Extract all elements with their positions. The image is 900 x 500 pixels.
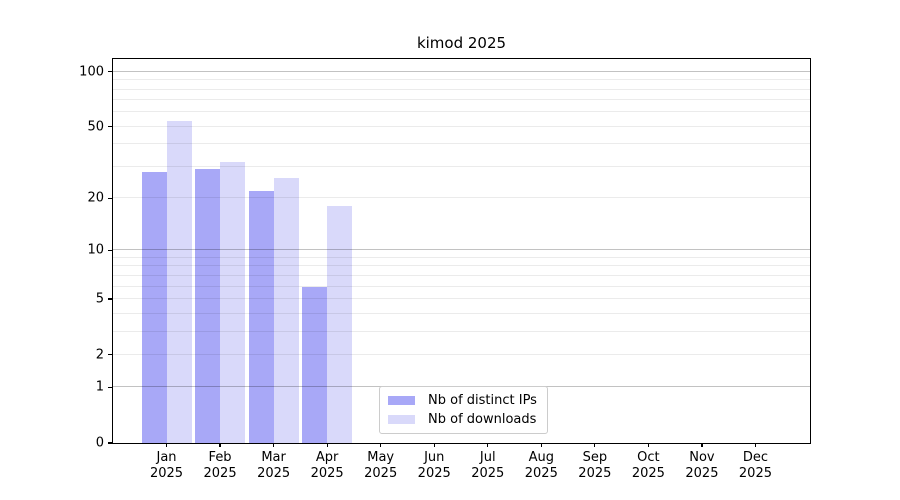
y-tick-1 <box>108 386 112 388</box>
y-tick-50 <box>108 126 112 128</box>
plot-area: 0 1 2 5 10 20 50 100 Jan 2025 Feb 2025 Mar 2025 Apr 202… <box>79 58 811 481</box>
gridline-minor-20 <box>113 197 810 199</box>
x-tick-aug <box>540 443 542 447</box>
gridline-minor-80 <box>113 88 810 90</box>
y-tick-label-20: 20 <box>87 190 104 206</box>
x-tick-jan <box>165 443 168 447</box>
gridline-minor-2 <box>113 353 810 355</box>
y-tick-label-1: 1 <box>95 379 104 395</box>
bar-downloads-feb <box>220 161 246 443</box>
x-tick-label-nov: Nov 2025 <box>685 450 719 481</box>
bar-distinct-ips-apr <box>302 286 328 443</box>
x-tick-label-sep: Sep 2025 <box>578 450 612 481</box>
gridline-minor-70 <box>113 99 810 101</box>
x-tick-feb <box>219 443 221 447</box>
x-tick-label-jun: Jun 2025 <box>417 450 451 481</box>
x-tick-dec <box>754 443 757 447</box>
gridline-minor-60 <box>113 111 810 113</box>
bar-downloads-apr <box>327 206 353 443</box>
legend: Nb of distinct IPs Nb of downloads <box>379 386 548 434</box>
y-tick-10 <box>108 249 112 251</box>
gridline-minor-8 <box>113 265 810 267</box>
x-tick-label-apr: Apr 2025 <box>310 450 344 481</box>
x-tick-jun <box>433 443 435 447</box>
bars-layer <box>113 59 810 443</box>
bar-downloads-mar <box>273 177 299 443</box>
y-tick-label-0: 0 <box>95 435 104 451</box>
gridline-minor-30 <box>113 165 810 167</box>
legend-label-downloads: Nb of downloads <box>428 412 537 427</box>
y-tick-label-50: 50 <box>87 119 104 135</box>
gridline-minor-50 <box>113 125 810 127</box>
gridline-minor-4 <box>113 312 810 314</box>
x-tick-label-dec: Dec 2025 <box>738 450 772 481</box>
y-tick-label-2: 2 <box>95 347 104 363</box>
legend-row-downloads: Nb of downloads <box>388 412 537 427</box>
legend-swatch-downloads <box>388 415 415 424</box>
y-tick-label-5: 5 <box>95 291 104 307</box>
x-tick-apr <box>326 443 328 447</box>
legend-swatch-distinct-ips <box>388 396 415 405</box>
gridline-major-10 <box>113 249 810 251</box>
y-tick-5 <box>108 298 112 300</box>
y-tick-label-10: 10 <box>87 242 104 258</box>
gridline-minor-40 <box>113 143 810 145</box>
x-tick-oct <box>647 443 650 447</box>
x-tick-label-jan: Jan 2025 <box>149 450 184 481</box>
bar-distinct-ips-feb <box>195 169 221 443</box>
gridline-major-100 <box>113 70 810 72</box>
legend-row-distinct-ips: Nb of distinct IPs <box>388 393 537 408</box>
x-tick-label-mar: Mar 2025 <box>257 450 291 481</box>
y-tick-100 <box>108 71 112 73</box>
x-tick-label-aug: Aug 2025 <box>524 450 558 481</box>
x-tick-may <box>380 443 382 447</box>
x-tick-label-jul: Jul 2025 <box>471 450 505 481</box>
axis-ticks-layer: 0 1 2 5 10 20 50 100 Jan 2025 Feb 2025 Mar 2025 Apr 202… <box>79 59 810 481</box>
y-tick-label-100: 100 <box>79 64 104 80</box>
gridline-minor-5 <box>113 297 810 299</box>
y-tick-2 <box>108 354 112 356</box>
gridline-minor-7 <box>113 274 810 276</box>
x-tick-sep <box>594 443 596 447</box>
x-tick-label-may: May 2025 <box>364 450 398 481</box>
chart-title: kimod 2025 <box>416 34 507 52</box>
gridline-minor-9 <box>113 256 810 258</box>
bar-distinct-ips-mar <box>248 190 274 443</box>
y-tick-0 <box>108 442 112 444</box>
gridline-minor-6 <box>113 285 810 287</box>
gridline-minor-3 <box>113 330 810 332</box>
x-tick-mar <box>272 443 275 447</box>
bar-downloads-jan <box>166 120 192 443</box>
bar-distinct-ips-jan <box>141 172 167 443</box>
x-tick-label-oct: Oct 2025 <box>631 450 665 481</box>
x-tick-jul <box>487 443 489 447</box>
x-tick-label-feb: Feb 2025 <box>203 450 237 481</box>
gridline-minor-90 <box>113 79 810 81</box>
x-tick-nov <box>701 443 703 447</box>
legend-label-distinct-ips: Nb of distinct IPs <box>428 393 537 408</box>
y-tick-20 <box>108 197 112 199</box>
